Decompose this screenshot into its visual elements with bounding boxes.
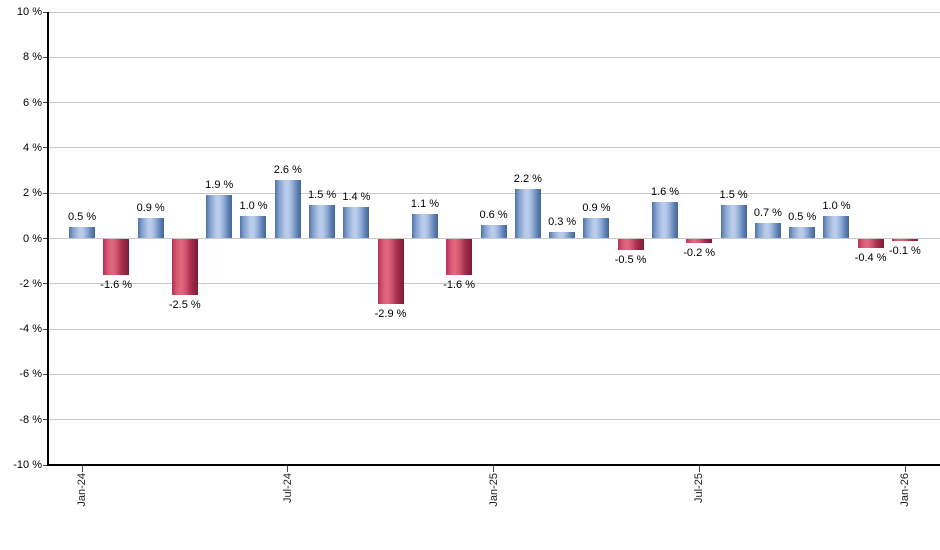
y-tick-mark <box>43 238 48 239</box>
bar-jun-25 <box>651 202 678 239</box>
y-axis-tick-label: 4 % <box>23 141 42 154</box>
x-axis-tick-label: Jul-24 <box>281 473 294 503</box>
y-tick-mark <box>43 102 48 104</box>
y-axis-tick-label: 0 % <box>23 232 42 245</box>
bar-value-label-jul-24: 2.6 % <box>273 163 302 176</box>
y-tick-mark <box>43 147 48 149</box>
y-gridline <box>48 238 940 239</box>
y-axis-tick-label: -6 % <box>19 368 42 381</box>
bar-jan-25 <box>480 224 507 239</box>
bar-jan-26 <box>892 238 918 241</box>
bar-apr-25 <box>583 218 610 239</box>
y-gridline <box>48 11 940 13</box>
y-gridline <box>48 373 940 375</box>
bar-value-label-mar-25: 0.3 % <box>548 215 577 228</box>
bar-value-label-dec-25: -0.4 % <box>854 251 887 264</box>
y-gridline <box>48 147 940 149</box>
bar-feb-25 <box>514 188 541 239</box>
bar-value-label-apr-24: -2.5 % <box>168 299 201 312</box>
bar-value-label-jan-25: 0.6 % <box>479 208 508 221</box>
x-tick-mark <box>904 466 906 472</box>
y-tick-mark <box>43 419 48 421</box>
bar-value-label-jun-24: 1.0 % <box>239 199 268 212</box>
y-tick-mark <box>43 283 48 285</box>
x-tick-mark <box>493 466 494 472</box>
x-tick-mark <box>81 466 83 472</box>
bar-value-label-feb-25: 2.2 % <box>513 172 542 185</box>
x-axis-tick-label: Jan-25 <box>487 473 500 507</box>
y-gridline <box>48 56 940 58</box>
bar-jul-25 <box>686 238 713 244</box>
bar-jan-24 <box>69 227 95 239</box>
y-axis-tick-label: 8 % <box>23 51 42 64</box>
y-tick-mark <box>43 11 48 13</box>
x-axis-tick-label: Jan-24 <box>76 473 88 507</box>
bar-value-label-jul-25: -0.2 % <box>683 247 716 260</box>
bar-mar-24 <box>137 218 164 239</box>
bar-nov-24 <box>411 213 438 239</box>
bar-sep-25 <box>754 222 781 239</box>
bar-oct-25 <box>789 227 816 239</box>
y-axis-line <box>47 12 49 465</box>
bar-aug-24 <box>309 204 336 239</box>
bar-value-label-oct-25: 0.5 % <box>788 211 817 224</box>
x-axis-tick-label: Jul-25 <box>693 473 706 503</box>
y-tick-mark <box>43 192 48 194</box>
y-tick-mark <box>43 56 48 58</box>
x-axis-tick-label: Jan-26 <box>899 473 911 507</box>
bar-value-label-apr-25: 0.9 % <box>582 202 611 215</box>
bar-may-24 <box>206 195 233 239</box>
bar-value-label-oct-24: -2.9 % <box>374 308 407 321</box>
y-axis-tick-label: -10 % <box>13 459 42 471</box>
bar-value-label-may-24: 1.9 % <box>205 179 234 192</box>
bar-value-label-may-25: -0.5 % <box>614 253 647 266</box>
bar-apr-24 <box>171 238 198 296</box>
bar-aug-25 <box>720 204 747 239</box>
bar-value-label-sep-25: 0.7 % <box>753 206 782 219</box>
y-gridline <box>48 283 940 285</box>
bar-may-25 <box>617 238 644 250</box>
bar-value-label-aug-25: 1.5 % <box>719 188 748 201</box>
bar-jul-24 <box>274 179 301 239</box>
x-axis-line <box>47 464 940 466</box>
y-gridline <box>48 102 940 104</box>
bar-sep-24 <box>343 206 370 239</box>
bar-feb-24 <box>103 238 130 275</box>
y-axis-tick-label: 10 % <box>16 6 42 18</box>
bar-value-label-jan-24: 0.5 % <box>68 211 97 224</box>
bar-value-label-aug-24: 1.5 % <box>308 188 337 201</box>
bar-value-label-jun-25: 1.6 % <box>650 186 680 199</box>
y-gridline <box>48 419 940 421</box>
bar-value-label-nov-25: 1.0 % <box>822 199 851 212</box>
y-tick-mark <box>43 373 48 375</box>
y-gridline <box>48 328 940 330</box>
bar-mar-25 <box>549 231 576 239</box>
y-tick-mark <box>43 464 48 466</box>
bar-jun-24 <box>240 215 267 239</box>
bar-dec-25 <box>857 238 884 248</box>
bar-value-label-mar-24: 0.9 % <box>136 202 165 215</box>
y-gridline <box>48 192 940 194</box>
bar-dec-24 <box>446 238 473 275</box>
y-tick-mark <box>43 328 48 330</box>
bar-oct-24 <box>377 238 404 305</box>
bar-value-label-feb-24: -1.6 % <box>100 278 133 291</box>
y-axis-tick-label: 6 % <box>23 96 42 109</box>
bar-value-label-dec-24: -1.6 % <box>443 278 475 291</box>
bar-value-label-nov-24: 1.1 % <box>410 197 440 210</box>
bar-value-label-jan-26: -0.1 % <box>889 244 921 257</box>
bar-value-label-sep-24: 1.4 % <box>342 190 371 203</box>
y-axis-tick-label: 2 % <box>23 187 42 200</box>
x-tick-mark <box>698 466 700 472</box>
y-axis-tick-label: -2 % <box>19 277 42 290</box>
bar-nov-25 <box>823 215 850 239</box>
y-axis-tick-label: -8 % <box>19 413 42 426</box>
y-axis-tick-label: -4 % <box>19 323 42 336</box>
x-tick-mark <box>287 466 289 472</box>
